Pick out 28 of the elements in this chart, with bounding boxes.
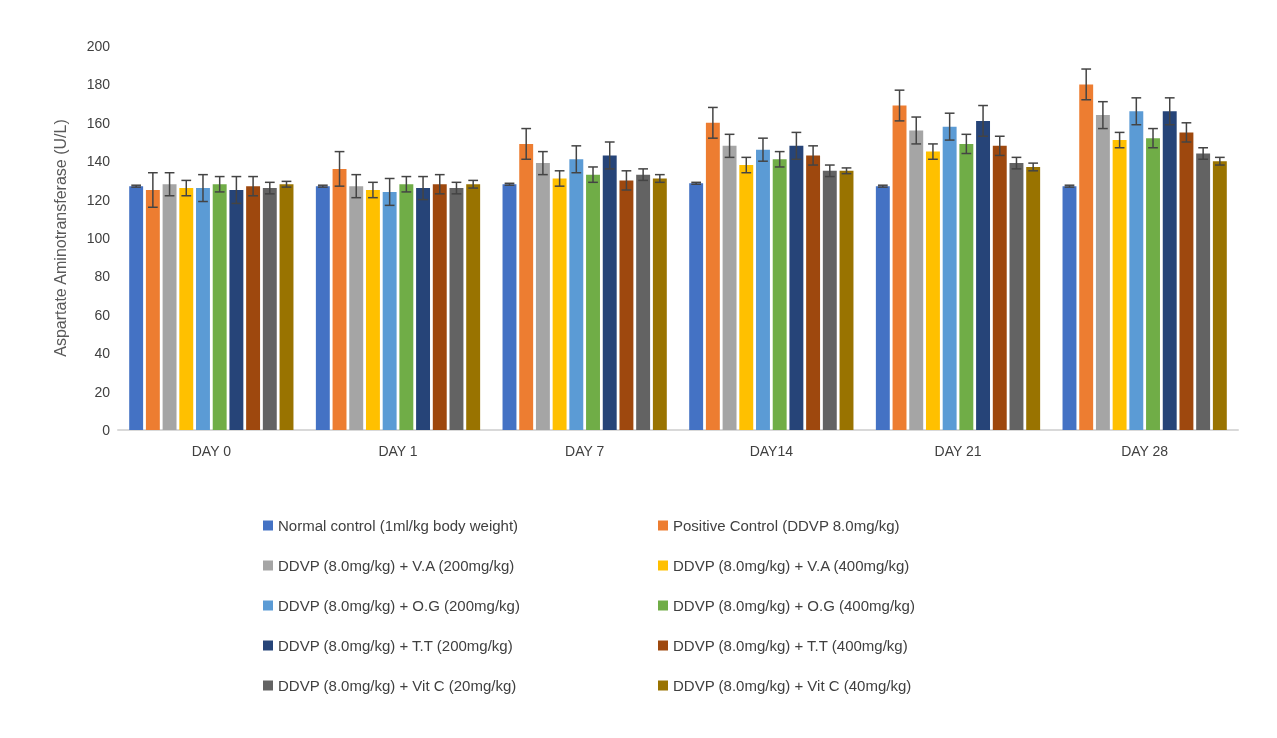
legend-label: Normal control (1ml/kg body weight) [278,517,519,534]
legend-label: DDVP (8.0mg/kg) + T.T (400mg/kg) [673,637,908,654]
x-tick-label: DAY14 [749,443,794,459]
y-tick-label: 60 [94,306,111,323]
legend-label: DDVP (8.0mg/kg) + O.G (400mg/kg) [673,597,915,614]
legend-label: DDVP (8.0mg/kg) + O.G (200mg/kg) [278,597,520,614]
legend-label: DDVP (8.0mg/kg) + Vit C (20mg/kg) [278,677,517,694]
y-tick-label: 0 [102,422,111,438]
legend-label: Positive Control (DDVP 8.0mg/kg) [673,517,900,534]
y-tick-label: 100 [86,230,111,246]
y-tick-label: 180 [86,76,111,93]
y-tick-label: 140 [86,153,111,170]
legend-label: DDVP (8.0mg/kg) + V.A (200mg/kg) [278,557,515,574]
legend-label: DDVP (8.0mg/kg) + Vit C (40mg/kg) [673,677,912,694]
y-tick-label: 20 [94,383,111,400]
y-tick-label: 200 [86,38,111,54]
y-tick-label: 80 [94,268,111,285]
x-tick-label: DAY 1 [378,443,418,459]
y-axis-title: Aspartate Aminotransferase (U/L) [51,119,69,357]
x-tick-label: DAY 21 [934,443,982,459]
y-tick-label: 40 [94,345,111,362]
x-tick-label: DAY 28 [1121,443,1169,459]
x-tick-label: DAY 0 [191,443,232,459]
legend-label: DDVP (8.0mg/kg) + T.T (200mg/kg) [278,637,513,654]
y-tick-label: 120 [86,191,111,208]
x-tick-label: DAY 7 [565,443,605,459]
legend-label: DDVP (8.0mg/kg) + V.A (400mg/kg) [673,557,910,574]
y-tick-label: 160 [86,114,111,131]
